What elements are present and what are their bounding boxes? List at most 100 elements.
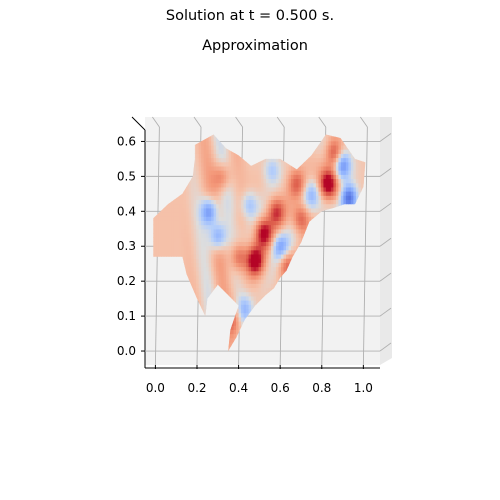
surface-cell bbox=[358, 191, 362, 196]
surface-cell bbox=[223, 149, 227, 154]
surface-cell bbox=[258, 245, 262, 251]
surface-cell bbox=[238, 157, 242, 163]
surface-cell bbox=[226, 245, 230, 251]
surface-cell bbox=[188, 258, 192, 263]
surface-cell bbox=[271, 241, 275, 247]
surface-cell bbox=[196, 266, 200, 272]
surface-cell bbox=[231, 182, 235, 188]
x-tick-label: 0.0 bbox=[146, 381, 165, 395]
surface-cell bbox=[271, 249, 275, 255]
surface-cell bbox=[325, 170, 330, 175]
surface-cell bbox=[153, 237, 157, 242]
surface-cell bbox=[168, 245, 172, 251]
surface-cell bbox=[293, 216, 297, 221]
surface-cell bbox=[286, 249, 290, 255]
surface-cell bbox=[261, 232, 265, 238]
axes-title: Approximation bbox=[202, 38, 308, 54]
surface-cell bbox=[201, 144, 205, 150]
surface-cell bbox=[231, 270, 235, 276]
surface-cell bbox=[355, 186, 359, 192]
surface-cell bbox=[233, 232, 237, 238]
surface-cell bbox=[288, 220, 292, 226]
surface-cell bbox=[263, 212, 267, 217]
surface-cell bbox=[350, 195, 354, 201]
surface-cell bbox=[258, 191, 262, 196]
surface-cell bbox=[178, 220, 182, 226]
surface-cell bbox=[208, 266, 212, 272]
surface-cell bbox=[236, 165, 240, 171]
surface-cell bbox=[241, 165, 245, 171]
surface-cell bbox=[221, 212, 225, 217]
surface-cell bbox=[363, 170, 366, 175]
surface-cell bbox=[218, 249, 222, 255]
surface-cell bbox=[253, 232, 257, 238]
surface-cell bbox=[243, 258, 247, 263]
surface-cell bbox=[231, 174, 235, 180]
surface-cell bbox=[193, 224, 197, 230]
surface-cell bbox=[271, 212, 275, 217]
surface-cell bbox=[286, 161, 290, 167]
surface-cell bbox=[208, 174, 212, 180]
surface-cell bbox=[233, 329, 237, 335]
surface-cell bbox=[300, 232, 305, 238]
surface-cell bbox=[303, 195, 307, 201]
surface-cell bbox=[243, 295, 247, 301]
surface-cell bbox=[206, 144, 210, 150]
surface-cell bbox=[315, 182, 320, 188]
surface-cell bbox=[211, 287, 215, 293]
surface-cell bbox=[313, 182, 317, 188]
surface-cell bbox=[261, 212, 265, 217]
surface-cell bbox=[186, 241, 190, 247]
surface-cell bbox=[228, 224, 232, 230]
surface-cell bbox=[340, 199, 344, 205]
surface-cell bbox=[181, 191, 185, 196]
surface-cell bbox=[293, 245, 297, 251]
surface-cell bbox=[196, 203, 200, 209]
surface-cell bbox=[243, 199, 247, 205]
surface-cell bbox=[201, 186, 205, 192]
surface-cell bbox=[223, 207, 227, 213]
surface-cell bbox=[293, 241, 297, 247]
surface-cell bbox=[248, 182, 252, 188]
surface-cell bbox=[256, 195, 260, 201]
surface-cell bbox=[348, 191, 352, 196]
surface-cell bbox=[295, 228, 300, 234]
surface-cell bbox=[233, 191, 237, 196]
surface-cell bbox=[286, 220, 290, 226]
surface-cell bbox=[305, 186, 310, 192]
surface-cell bbox=[228, 191, 232, 196]
surface-cell bbox=[246, 228, 250, 234]
surface-cell bbox=[206, 274, 210, 280]
surface-cell bbox=[295, 199, 300, 205]
surface-cell bbox=[203, 203, 207, 209]
surface-cell bbox=[271, 270, 275, 276]
surface-cell bbox=[248, 287, 252, 293]
surface-cell bbox=[203, 274, 207, 280]
surface-cell bbox=[251, 274, 255, 280]
surface-cell bbox=[236, 249, 240, 255]
surface-cell bbox=[266, 220, 270, 226]
surface-cell bbox=[281, 224, 285, 230]
surface-cell bbox=[226, 279, 230, 284]
surface-cell bbox=[203, 295, 207, 301]
surface-cell bbox=[298, 220, 302, 226]
surface-cell bbox=[188, 241, 192, 247]
surface-cell bbox=[268, 199, 272, 205]
surface-cell bbox=[271, 266, 275, 272]
surface-cell bbox=[183, 232, 187, 238]
surface-cell bbox=[263, 178, 267, 184]
surface-cell bbox=[318, 178, 322, 184]
surface-cell bbox=[300, 165, 305, 171]
surface-cell bbox=[203, 149, 207, 154]
surface-cell bbox=[251, 262, 255, 268]
surface-cell bbox=[228, 341, 232, 347]
surface-cell bbox=[233, 291, 237, 297]
surface-cell bbox=[290, 174, 295, 180]
surface-cell bbox=[231, 178, 235, 184]
surface-cell bbox=[256, 262, 260, 268]
surface-cell bbox=[335, 195, 340, 201]
surface-cell bbox=[338, 195, 342, 201]
surface-cell bbox=[201, 270, 205, 276]
surface-cell bbox=[281, 174, 285, 180]
surface-cell bbox=[353, 186, 357, 192]
